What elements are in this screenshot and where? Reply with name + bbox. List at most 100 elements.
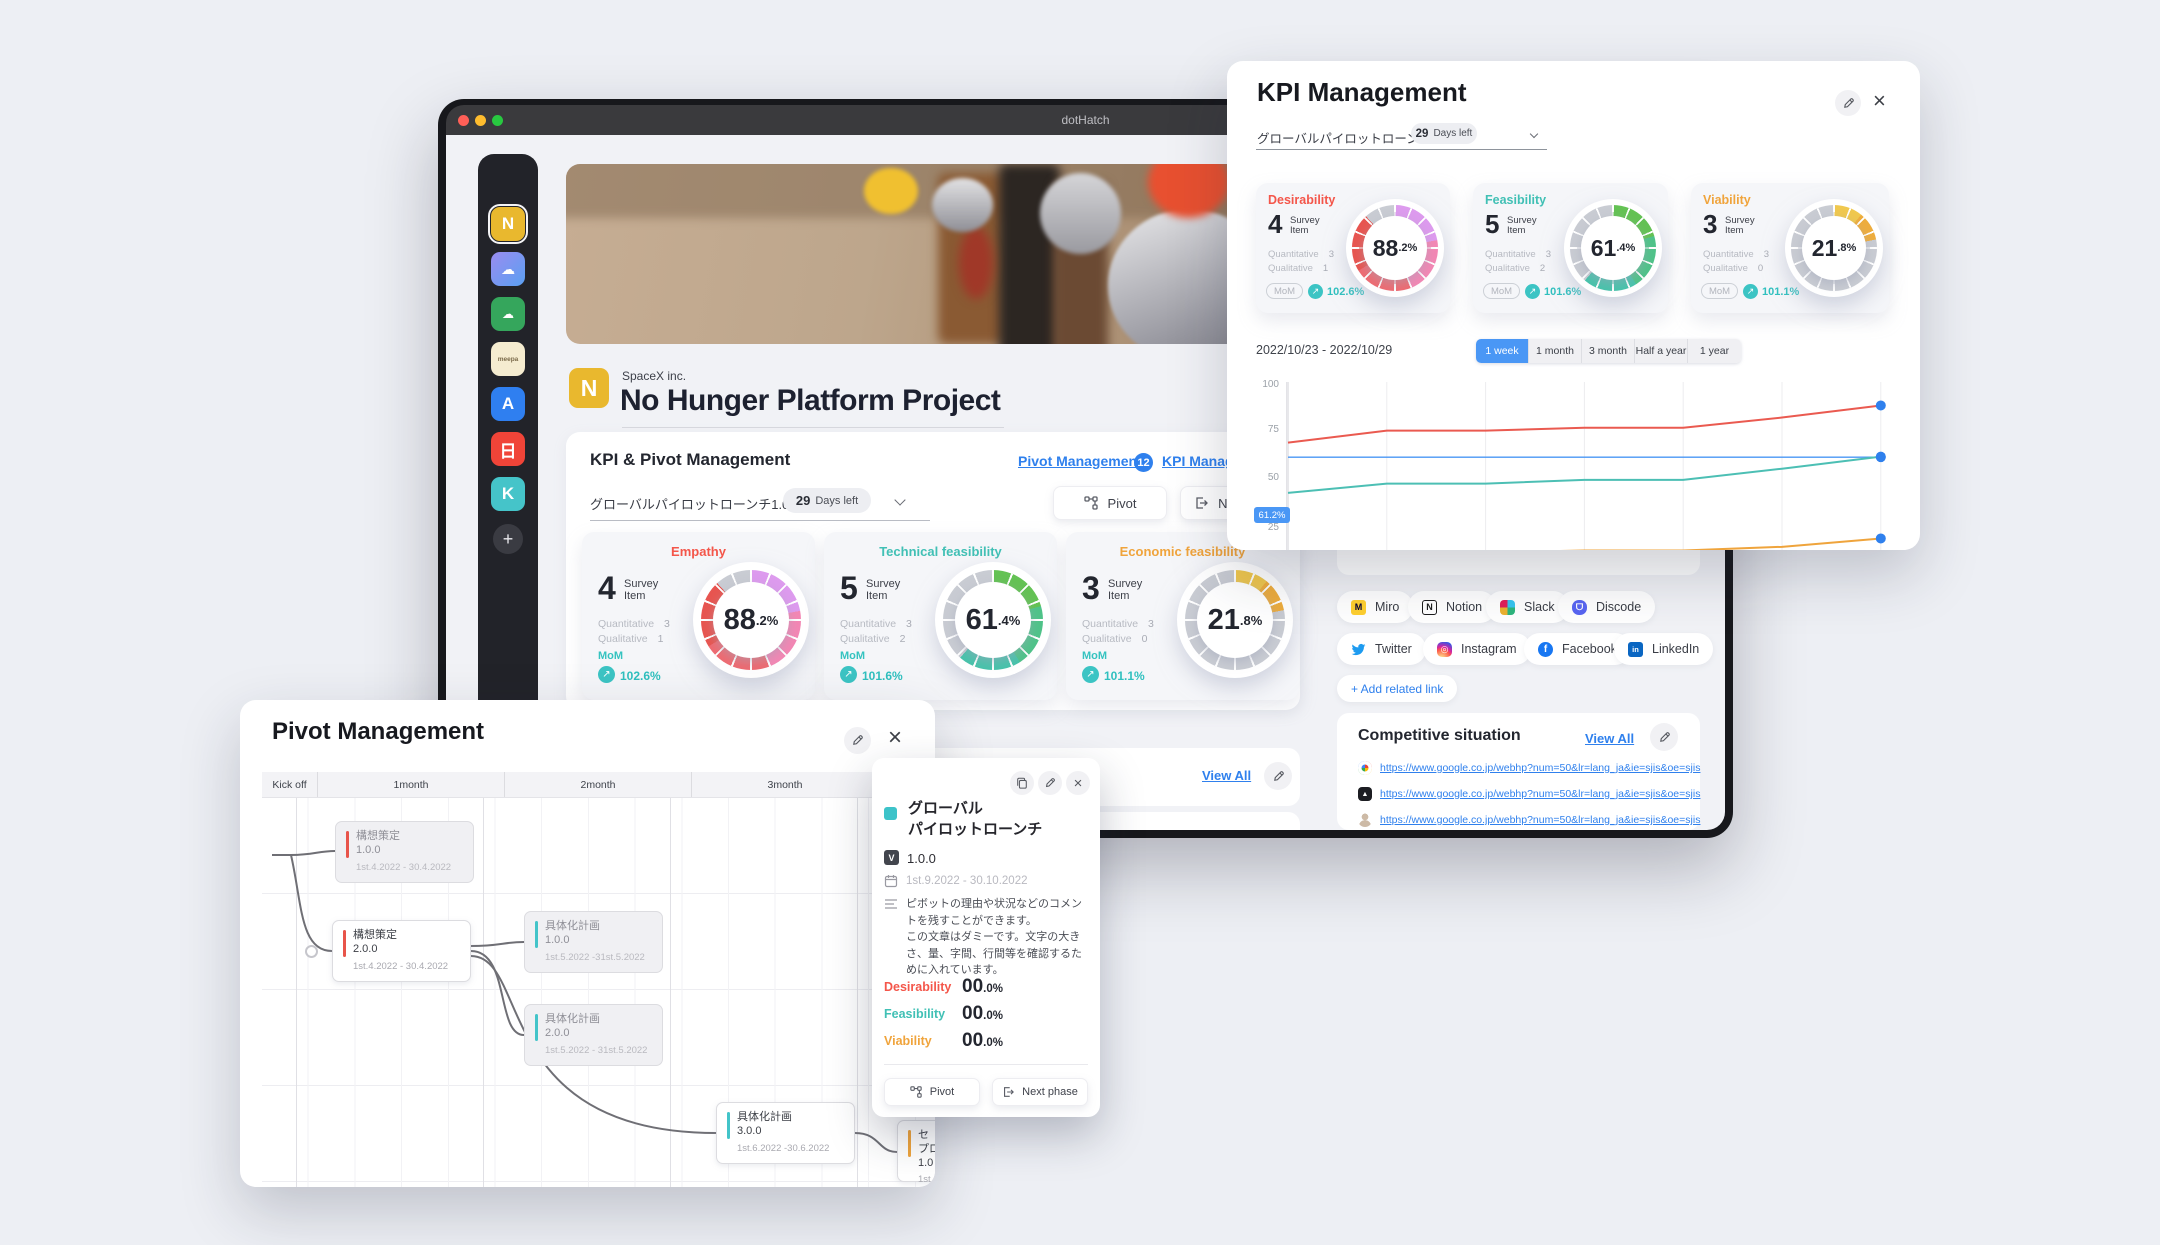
next-phase-button[interactable]: Next phase <box>992 1078 1088 1106</box>
related-link-label: LinkedIn <box>1652 642 1700 656</box>
add-app-button[interactable]: + <box>493 524 523 554</box>
competitor-link-row: ▲ https://www.google.co.jp/webhp?num=50&… <box>1358 787 1700 801</box>
quantitative-label: Quantitative <box>598 618 655 630</box>
kpi-card-title: Empathy <box>671 544 726 559</box>
copy-button[interactable] <box>1010 771 1034 795</box>
close-icon[interactable]: × <box>888 724 903 751</box>
gauge-value-frac: .8% <box>1837 242 1857 254</box>
y-axis-tick: 50 <box>1267 472 1279 483</box>
competitor-link-row: https://www.google.co.jp/webhp?num=50&lr… <box>1358 813 1700 827</box>
view-all-link[interactable]: View All <box>1202 768 1252 783</box>
competitor-url[interactable]: https://www.google.co.jp/webhp?num=50&lr… <box>1380 762 1701 774</box>
range-button-1month[interactable]: 1 month <box>1529 339 1582 363</box>
related-link-instagram[interactable]: ◎ Instagram <box>1423 633 1531 665</box>
phase-color-bullet <box>884 807 897 820</box>
phase-select-value[interactable]: グローバルパイロットローンチ1.0.0 <box>1257 132 1460 146</box>
gauge: 88.2% <box>693 562 809 678</box>
google-favicon <box>1358 761 1372 775</box>
add-related-link-button[interactable]: + Add related link <box>1337 675 1458 702</box>
range-button-1year[interactable]: 1 year <box>1688 339 1741 363</box>
sidebar-item-a-app[interactable]: A <box>491 387 525 421</box>
phase-select-value[interactable]: グローバルパイロットローンチ1.0.0 <box>590 497 801 512</box>
related-link-label: Instagram <box>1461 642 1517 656</box>
modal-title: KPI Management <box>1257 77 1467 107</box>
edit-button[interactable] <box>1264 762 1292 790</box>
gauge-value-frac: .2% <box>755 612 779 628</box>
related-link-label: Discode <box>1596 600 1642 614</box>
competitor-url[interactable]: https://www.google.co.jp/webhp?num=50&lr… <box>1380 814 1701 826</box>
sidebar-item-k-app[interactable]: K <box>491 477 525 511</box>
edit-button[interactable] <box>844 727 871 754</box>
close-icon[interactable]: × <box>1066 771 1090 795</box>
close-window-button[interactable] <box>458 115 469 126</box>
sidebar-item-cloud-app[interactable]: ☁ <box>491 252 525 286</box>
pivot-card[interactable]: 構想策定 1.0.0 1st.4.2022 - 30.4.2022 <box>335 821 474 883</box>
kpi-card-empathy: Empathy 4 Survey Item Quantitative 3 Qual… <box>582 532 815 700</box>
pivot-card-title: セ プロ 1.0 <box>918 1129 935 1169</box>
pivot-card[interactable]: 具体化計画 2.0.0 1st.5.2022 - 31st.5.2022 <box>524 1004 663 1066</box>
timeline-column-kickoff: Kick off <box>262 772 318 797</box>
mom-value: 101.6% <box>1544 286 1582 298</box>
next-phase-icon <box>1196 497 1209 509</box>
quantitative-value: 3 <box>1763 249 1769 260</box>
related-link-label: Twitter <box>1375 642 1412 656</box>
mom-badge: MoM <box>1483 283 1520 299</box>
person-favicon <box>1358 813 1372 827</box>
related-link-label: Facebook <box>1562 642 1617 656</box>
pivot-card-dates: 1st.4.2022 - 30.4.2022 <box>356 861 452 873</box>
days-left-number: 29 <box>1415 127 1429 140</box>
range-button-1week[interactable]: 1 week <box>1476 339 1529 363</box>
gauge-value-frac: .4% <box>997 612 1021 628</box>
maximize-window-button[interactable] <box>492 115 503 126</box>
pivot-card[interactable]: 構想策定 2.0.0 1st.4.2022 - 30.4.2022 <box>332 920 471 982</box>
pivot-management-link[interactable]: Pivot Management <box>1018 453 1142 469</box>
related-link-slack[interactable]: Slack <box>1486 591 1569 623</box>
trend-up-icon: ↗ <box>1525 284 1540 299</box>
close-icon[interactable]: × <box>1873 88 1886 113</box>
sidebar-item-green-app[interactable]: ☁ <box>491 297 525 331</box>
sidebar-item-meepa[interactable]: meepa <box>491 342 525 376</box>
edit-button[interactable] <box>1835 90 1861 116</box>
notion-icon: N <box>1422 599 1437 615</box>
related-link-discode[interactable]: ᗜ Discode <box>1558 591 1656 623</box>
range-button-3month[interactable]: 3 month <box>1582 339 1635 363</box>
kickoff-node[interactable] <box>305 945 318 958</box>
metric-label: Feasibility <box>884 1007 946 1021</box>
pivot-card[interactable]: 具体化計画 1.0.0 1st.5.2022 -31st.5.2022 <box>524 911 663 973</box>
minimize-window-button[interactable] <box>475 115 486 126</box>
qualitative-label: Qualitative <box>1268 263 1313 274</box>
y-axis-tick: 25 <box>1267 522 1279 533</box>
chevron-down-icon[interactable] <box>894 494 906 506</box>
edit-button[interactable] <box>1650 723 1678 751</box>
pivot-button[interactable]: Pivot <box>1053 486 1167 520</box>
pivot-card[interactable]: 具体化計画 3.0.0 1st.6.2022 -30.6.2022 <box>716 1102 855 1164</box>
sidebar-item-notion-n[interactable]: N <box>488 204 528 244</box>
pivot-card-dates: 1st.5.2022 -31st.5.2022 <box>545 951 645 963</box>
quantitative-label: Quantitative <box>1268 249 1319 260</box>
related-link-label: Slack <box>1524 600 1555 614</box>
y-axis-tick: 75 <box>1267 424 1279 435</box>
gauge-value: 61 <box>965 603 998 636</box>
chevron-down-icon[interactable] <box>1529 129 1539 139</box>
range-button-halfyear[interactable]: Half a year <box>1635 339 1688 363</box>
competitor-url[interactable]: https://www.google.co.jp/webhp?num=50&lr… <box>1380 788 1701 800</box>
popup-comment: ピボットの理由や状況などのコメントを残すことができます。 この文章はダミーです。… <box>906 898 1082 976</box>
pivot-card-partial[interactable]: セ プロ 1.0 1st <box>897 1120 935 1185</box>
related-link-linkedin[interactable]: in LinkedIn <box>1614 633 1714 665</box>
related-link-notion[interactable]: N Notion <box>1408 591 1497 623</box>
pivot-button[interactable]: Pivot <box>884 1078 980 1106</box>
survey-label: Survey Item <box>624 578 659 602</box>
kpi-card-title: Desirability <box>1268 193 1336 207</box>
quantitative-value: 3 <box>906 618 912 630</box>
survey-count: 5 <box>1485 209 1500 239</box>
timeline-column-2month: 2month <box>505 772 692 797</box>
edit-button[interactable] <box>1038 771 1062 795</box>
survey-count: 3 <box>1082 570 1100 606</box>
related-link-miro[interactable]: M Miro <box>1337 591 1414 623</box>
view-all-link[interactable]: View All <box>1585 731 1635 746</box>
related-link-facebook[interactable]: f Facebook <box>1524 633 1631 665</box>
metric-label: Viability <box>884 1034 932 1048</box>
related-link-twitter[interactable]: Twitter <box>1337 633 1426 665</box>
pivot-count-badge: 12 <box>1134 453 1153 472</box>
sidebar-item-calendar-app[interactable]: 日 <box>491 432 525 466</box>
